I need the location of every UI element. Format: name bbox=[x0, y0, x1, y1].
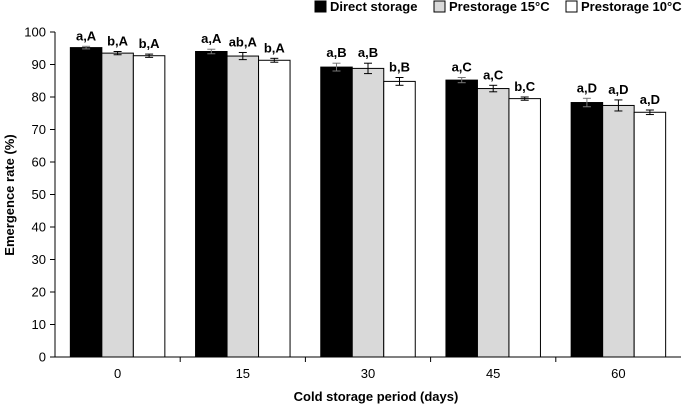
legend-label: Prestorage 15°C bbox=[449, 0, 550, 14]
data-label: a,A bbox=[76, 28, 97, 43]
legend-label: Prestorage 10°C bbox=[581, 0, 682, 14]
bar bbox=[101, 52, 134, 358]
data-label: a,D bbox=[608, 82, 628, 97]
y-tick-label: 40 bbox=[32, 220, 46, 235]
chart-data-labels: a,A b,A b,A a,A ab,A b,A a,B a,B b,B a,C a,C b,C a,D… bbox=[76, 28, 660, 107]
bar bbox=[258, 59, 291, 358]
y-tick-label: 80 bbox=[32, 90, 46, 105]
bar bbox=[351, 67, 385, 358]
x-axis-title: Cold storage period (days) bbox=[294, 389, 459, 404]
bar bbox=[195, 51, 228, 358]
bar bbox=[570, 102, 604, 358]
y-tick-label: 70 bbox=[32, 122, 46, 137]
bar bbox=[132, 55, 166, 358]
chart-bars bbox=[69, 45, 667, 358]
bar bbox=[226, 55, 260, 358]
y-tick-label: 10 bbox=[32, 317, 46, 332]
data-label: b,A bbox=[139, 36, 161, 51]
data-label: b,A bbox=[264, 40, 286, 55]
y-tick-label: 90 bbox=[32, 57, 46, 72]
bar bbox=[633, 111, 667, 358]
bar bbox=[602, 104, 635, 358]
bar bbox=[383, 80, 416, 358]
bar bbox=[69, 47, 103, 358]
data-label: a,D bbox=[577, 80, 597, 95]
bar bbox=[320, 66, 353, 358]
y-tick-label: 20 bbox=[32, 285, 46, 300]
data-label: ab,A bbox=[229, 34, 258, 49]
y-tick-label: 50 bbox=[32, 187, 46, 202]
data-label: a,B bbox=[358, 45, 378, 60]
y-tick-label: 60 bbox=[32, 155, 46, 170]
chart-axes: 0 10 20 30 40 50 60 70 80 90 100 0 15 30 45 60 bbox=[24, 25, 681, 381]
data-label: a,A bbox=[201, 31, 222, 46]
bar bbox=[508, 98, 541, 358]
chart-legend: Direct storage Prestorage 15°C Prestorage … bbox=[314, 0, 682, 14]
legend-swatch bbox=[433, 0, 446, 13]
data-label: b,C bbox=[514, 79, 536, 94]
bar bbox=[476, 88, 510, 358]
y-axis-title: Emergence rate (%) bbox=[2, 134, 17, 255]
legend-swatch bbox=[314, 0, 327, 13]
data-label: a,C bbox=[483, 67, 504, 82]
x-tick-label: 45 bbox=[486, 366, 500, 381]
data-label: b,A bbox=[107, 34, 129, 49]
y-tick-label: 30 bbox=[32, 252, 46, 267]
x-tick-label: 15 bbox=[236, 366, 250, 381]
data-label: a,C bbox=[452, 60, 473, 75]
bar bbox=[445, 79, 478, 358]
data-label: a,D bbox=[640, 92, 660, 107]
legend-label: Direct storage bbox=[330, 0, 417, 14]
y-tick-label: 100 bbox=[24, 25, 46, 40]
x-tick-label: 0 bbox=[114, 366, 121, 381]
legend-swatch bbox=[565, 0, 578, 13]
x-tick-label: 30 bbox=[361, 366, 375, 381]
x-tick-label: 60 bbox=[611, 366, 625, 381]
data-label: b,B bbox=[389, 60, 410, 75]
y-tick-label: 0 bbox=[39, 350, 46, 365]
data-label: a,B bbox=[326, 45, 346, 60]
